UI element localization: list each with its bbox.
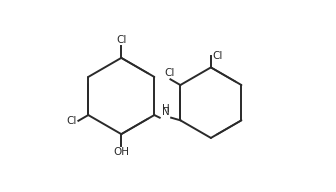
Text: Cl: Cl bbox=[164, 68, 175, 78]
Text: OH: OH bbox=[113, 147, 129, 157]
Text: Cl: Cl bbox=[116, 36, 126, 46]
Text: H: H bbox=[162, 104, 169, 114]
Text: Cl: Cl bbox=[67, 116, 77, 126]
Text: N: N bbox=[162, 107, 169, 117]
Text: Cl: Cl bbox=[212, 51, 223, 61]
